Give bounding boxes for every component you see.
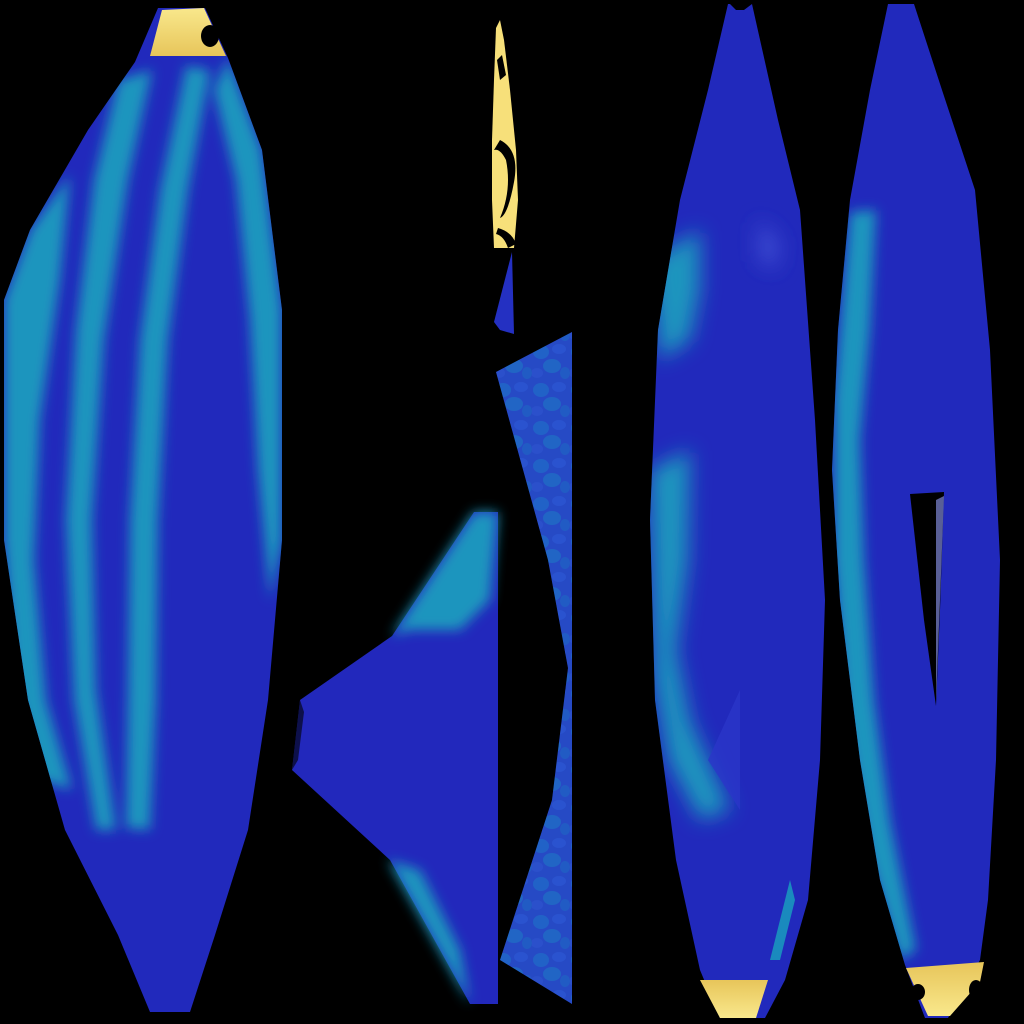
tail-fin-panel [292, 512, 498, 1004]
side-panel-right [832, 4, 1000, 1018]
dorsal-yellow-tip [492, 20, 518, 248]
main-body-stripes [4, 58, 282, 830]
main-body-eye-spot [201, 25, 219, 47]
side-right-spot-left [911, 984, 925, 1000]
side-right-yellow-cap [906, 962, 984, 1016]
side-left-yellow-cap [700, 980, 768, 1018]
dorsal-blue-spike [494, 252, 514, 334]
main-body-panel [4, 8, 282, 1012]
side-right-spot-right [969, 980, 983, 1000]
side-right-cutout [910, 492, 944, 706]
dorsal-mottled-strip [496, 332, 572, 1004]
dorsal-strip-panel [492, 20, 572, 1004]
side-panel-left [650, 4, 825, 1018]
